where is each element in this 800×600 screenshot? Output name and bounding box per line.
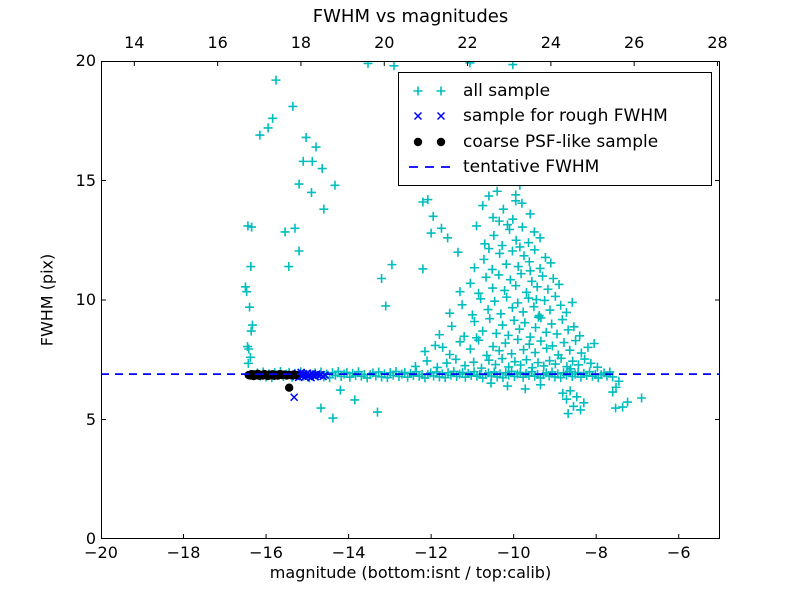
chart-title: FWHM vs magnitudes xyxy=(312,6,509,27)
scatter-plot-canvas xyxy=(101,61,720,539)
y-axis-label: FWHM (pix) xyxy=(37,253,57,347)
coarse-psf-like-sample-points xyxy=(244,369,300,392)
x2-tick-label: 16 xyxy=(207,33,228,52)
x-tick-label: −12 xyxy=(414,543,448,562)
x-tick-label: −8 xyxy=(584,543,608,562)
x2-tick-label: 22 xyxy=(457,33,478,52)
legend-entry-sample-for-rough-fwhm: sample for rough FWHM xyxy=(407,104,703,130)
legend-label: sample for rough FWHM xyxy=(463,106,668,127)
legend: all sample sample for rough FWHM coarse PS… xyxy=(398,72,712,186)
y-tick-label: 5 xyxy=(85,409,96,429)
x2-tick-label: 14 xyxy=(124,33,145,52)
x2-tick-label: 26 xyxy=(624,33,645,52)
x2-tick-label: 28 xyxy=(707,33,728,52)
x-tick-label: −16 xyxy=(249,543,283,562)
y-tick-label: 10 xyxy=(75,290,96,309)
coarse-psf-like-sample-marker-icon xyxy=(413,137,446,146)
legend-entry-coarse-psf-like-sample: coarse PSF-like sample xyxy=(407,129,703,155)
y-tick-label: 20 xyxy=(75,51,96,70)
y-tick-label: 0 xyxy=(85,529,96,548)
x-tick-label: −14 xyxy=(331,543,366,562)
x2-tick-label: 20 xyxy=(374,33,395,52)
x-tick-label: −20 xyxy=(84,543,118,562)
x-axis-label: magnitude (bottom:isnt / top:calib) xyxy=(269,563,552,582)
x-tick-label: −10 xyxy=(496,543,531,562)
legend-label: tentative FWHM xyxy=(463,157,600,178)
tentative-fwhm-marker-icon xyxy=(409,166,451,169)
sample-for-rough-fwhm-marker-icon xyxy=(413,112,446,121)
legend-label: all sample xyxy=(463,80,551,101)
y-tick-label: 15 xyxy=(75,170,96,190)
legend-label: coarse PSF-like sample xyxy=(463,131,659,152)
legend-entry-all-sample: all sample xyxy=(407,78,703,104)
x2-tick-label: 24 xyxy=(540,33,562,52)
legend-entry-tentative-fwhm: tentative FWHM xyxy=(407,155,703,181)
axis-ticks xyxy=(101,61,720,539)
x2-tick-label: 18 xyxy=(290,33,312,52)
plot-area xyxy=(101,61,720,539)
all-sample-marker-icon xyxy=(413,86,446,96)
x-tick-label: −6 xyxy=(666,543,691,562)
plot-frame xyxy=(101,61,720,539)
x-tick-label: −18 xyxy=(166,543,201,562)
